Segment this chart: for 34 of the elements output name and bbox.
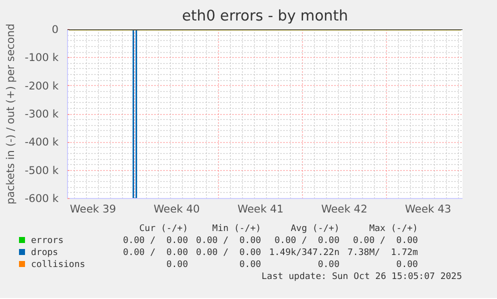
text: 1.49k/347.22n (268, 247, 341, 259)
text: 0.00 / 0.00 (122, 247, 190, 259)
y-axis-title: packets in (-) / out (+) per second (4, 24, 17, 204)
text: 0.00 / 0.00 (122, 235, 190, 247)
y-tick-label: -500 k (24, 164, 60, 177)
text: 0.00 (238, 259, 262, 271)
x-tick-label: Week 40 (154, 202, 200, 216)
text: 0.00 / 0.00 (273, 235, 341, 247)
y-tick-label: -100 k (24, 51, 60, 64)
text: Last update: Sun Oct 26 15:05:07 2025 (260, 271, 463, 283)
text: Min (-/+) (211, 223, 262, 235)
text: 0.00 / 0.00 (195, 235, 262, 247)
x-tick-label: Week 41 (237, 202, 284, 216)
chart-title: eth0 errors - by month (182, 8, 348, 24)
legend-label: collisions (30, 259, 86, 271)
x-tick-label: Week 42 (321, 202, 368, 216)
text: Max (-/+) (368, 223, 419, 235)
text: Cur (-/+) (138, 223, 190, 235)
y-tick-label: -600 k (24, 192, 60, 205)
text: 0.00 (165, 259, 190, 271)
y-tick-label: -400 k (24, 136, 60, 149)
text: Avg (-/+) (290, 223, 341, 235)
y-tick-label: -200 k (24, 79, 60, 92)
text: 7.38M/ 1.72m (346, 247, 419, 259)
text: 0.00 (316, 259, 341, 271)
y-tick-label: -300 k (24, 108, 60, 120)
text: 0.00 / 0.00 (195, 247, 262, 259)
y-tick-label: 0 (52, 23, 59, 36)
legend-label: drops (30, 247, 60, 259)
text: 0.00 (395, 259, 419, 271)
x-tick-label: Week 39 (70, 202, 116, 216)
x-tick-label: Week 43 (405, 202, 452, 216)
text: 0.00 / 0.00 (352, 235, 419, 247)
legend-label: errors (30, 235, 65, 247)
